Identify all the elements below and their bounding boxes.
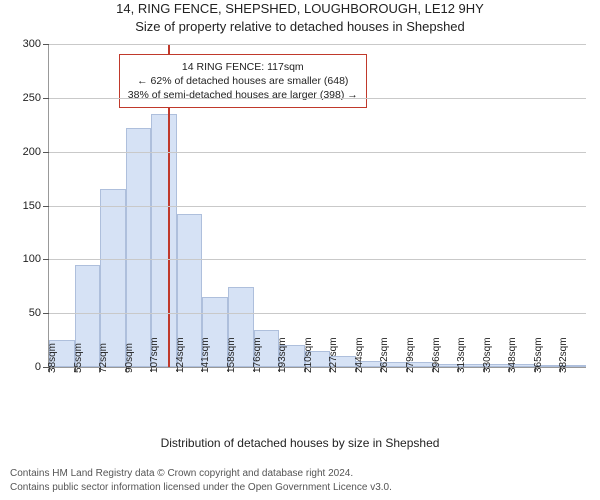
- y-tick-label: 250: [23, 92, 41, 104]
- x-tick-label: 193sqm: [277, 337, 288, 373]
- x-tick-label: 348sqm: [507, 337, 518, 373]
- x-tick-label: 141sqm: [200, 337, 211, 373]
- x-tick-label: 107sqm: [149, 337, 160, 373]
- callout-line-2: ← 62% of detached houses are smaller (64…: [128, 74, 358, 88]
- x-tick-label: 313sqm: [456, 337, 467, 373]
- x-tick-label: 262sqm: [379, 337, 390, 373]
- x-tick-label: 244sqm: [354, 337, 365, 373]
- chart-area: 14 RING FENCE: 117sqm ← 62% of detached …: [48, 44, 586, 398]
- x-tick-label: 365sqm: [533, 337, 544, 373]
- x-tick-label: 124sqm: [175, 337, 186, 373]
- page-title: 14, RING FENCE, SHEPSHED, LOUGHBOROUGH, …: [0, 0, 600, 18]
- footer-line-1: Contains HM Land Registry data © Crown c…: [10, 467, 590, 481]
- y-tick-label: 150: [23, 200, 41, 212]
- footer-attribution: Contains HM Land Registry data © Crown c…: [10, 467, 590, 494]
- x-tick-label: 382sqm: [558, 337, 569, 373]
- histogram-bar: [100, 189, 126, 367]
- histogram-bar: [126, 128, 152, 367]
- gridline: [49, 259, 586, 260]
- x-tick-label: 279sqm: [405, 337, 416, 373]
- x-tick-label: 72sqm: [98, 343, 109, 373]
- gridline: [49, 44, 586, 45]
- y-tick: [43, 206, 49, 207]
- callout-line-3: 38% of semi-detached houses are larger (…: [128, 88, 358, 102]
- x-tick-label: 55sqm: [73, 343, 84, 373]
- page-subtitle: Size of property relative to detached ho…: [0, 18, 600, 36]
- x-tick-label: 227sqm: [328, 337, 339, 373]
- plot-region: 14 RING FENCE: 117sqm ← 62% of detached …: [48, 44, 586, 368]
- x-tick-label: 38sqm: [47, 343, 58, 373]
- x-tick-label: 210sqm: [303, 337, 314, 373]
- y-tick-label: 50: [29, 307, 41, 319]
- y-tick-label: 0: [35, 361, 41, 373]
- x-tick-label: 158sqm: [226, 337, 237, 373]
- y-tick: [43, 259, 49, 260]
- footer-line-2: Contains public sector information licen…: [10, 481, 590, 495]
- x-tick-label: 296sqm: [431, 337, 442, 373]
- gridline: [49, 98, 586, 99]
- x-tick-label: 176sqm: [252, 337, 263, 373]
- x-tick-label: 90sqm: [124, 343, 135, 373]
- y-tick-label: 100: [23, 253, 41, 265]
- x-axis-label: Distribution of detached houses by size …: [0, 436, 600, 450]
- x-tick-label: 330sqm: [482, 337, 493, 373]
- callout-box: 14 RING FENCE: 117sqm ← 62% of detached …: [119, 54, 367, 109]
- y-tick: [43, 98, 49, 99]
- gridline: [49, 313, 586, 314]
- gridline: [49, 152, 586, 153]
- y-tick: [43, 313, 49, 314]
- y-tick: [43, 152, 49, 153]
- gridline: [49, 206, 586, 207]
- y-tick-label: 300: [23, 38, 41, 50]
- callout-line-1: 14 RING FENCE: 117sqm: [128, 60, 358, 74]
- y-tick: [43, 44, 49, 45]
- y-tick-label: 200: [23, 146, 41, 158]
